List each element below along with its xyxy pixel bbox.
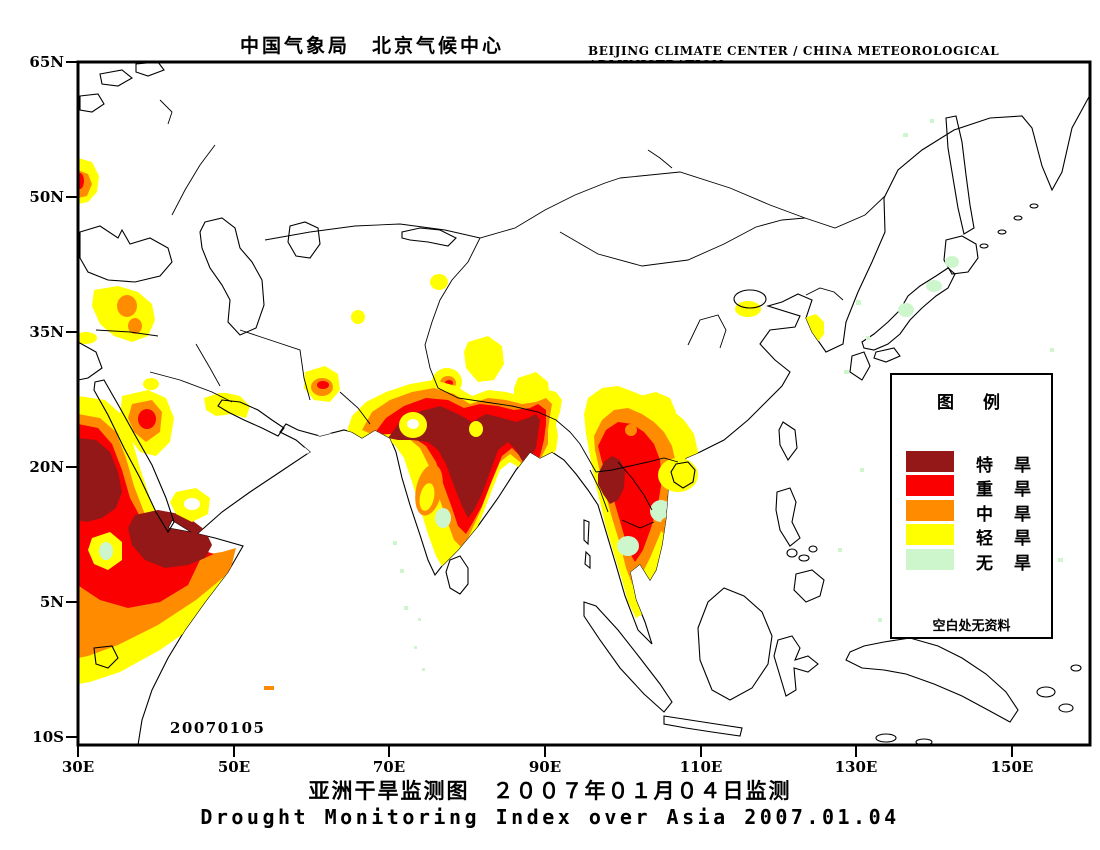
lat-label-65n: 65N: [29, 53, 64, 71]
legend-item-label: 中 旱: [976, 505, 1033, 525]
kuril-islands: [979, 243, 989, 249]
honshu: [861, 267, 956, 351]
islands: [445, 115, 1082, 745]
sulawesi: [773, 635, 819, 697]
latitude-ticks: [66, 61, 77, 738]
aral-sea: [287, 221, 321, 259]
lake-balkhash: [401, 227, 457, 247]
legend-item-severe: 重 旱: [892, 475, 1051, 500]
hainan-drought-ring: [658, 458, 698, 492]
legend-no-data-note: 空白处无资料: [932, 619, 1011, 634]
legend-item-label: 轻 旱: [976, 529, 1033, 549]
andaman-islands: [583, 519, 590, 546]
map-canvas: 20070105: [78, 62, 1090, 745]
legend-item-none: 无 旱: [892, 549, 1051, 574]
java: [663, 715, 743, 737]
taiwan: [778, 421, 798, 462]
lake-onega: [99, 69, 133, 87]
bohai-sea: [733, 289, 767, 309]
luzon: [775, 487, 801, 547]
red-sea: [93, 379, 175, 534]
sri-lanka: [445, 555, 469, 595]
sumatra: [583, 601, 673, 713]
hainan-island: [670, 461, 696, 489]
legend-title: 图 例: [937, 393, 1006, 413]
legend-item-label: 特 旱: [976, 456, 1033, 476]
footer-title-english: Drought Monitoring Index over Asia 2007.…: [200, 805, 900, 829]
lat-label-20n: 20N: [29, 458, 64, 476]
map-frame: [76, 60, 1092, 747]
shikoku: [873, 347, 901, 363]
lon-label-50e: 50E: [218, 758, 250, 776]
caspian-sea: [199, 217, 265, 336]
lat-label-50n: 50N: [29, 188, 64, 206]
sakhalin: [945, 115, 975, 235]
mediterranean-corner: [78, 341, 103, 381]
lat-label-10s: 10S: [32, 728, 64, 746]
lat-label-5n: 5N: [40, 593, 64, 611]
light-drought-swatch: [906, 524, 954, 545]
kyushu: [849, 351, 871, 381]
no-drought-swatch: [906, 549, 954, 570]
extreme-drought-swatch: [906, 451, 954, 472]
lake-ladoga: [79, 93, 105, 113]
bohai-drought-arc: [735, 301, 761, 317]
ocean-orange-speck: [264, 686, 274, 690]
persian-gulf: [217, 399, 285, 437]
severe-drought-swatch: [906, 475, 954, 496]
lon-label-70e: 70E: [373, 758, 405, 776]
map-date-stamp: 20070105: [170, 719, 266, 737]
lon-label-110e: 110E: [680, 758, 723, 776]
header-title-chinese: 中国气象局 北京气候中心: [240, 35, 505, 57]
lake-victoria: [93, 645, 119, 669]
country-borders: [95, 99, 886, 529]
black-sea: [79, 225, 173, 283]
eurasia-africa-landmass: [78, 62, 1090, 745]
legend-item-light: 轻 旱: [892, 524, 1051, 549]
lon-label-30e: 30E: [62, 758, 94, 776]
lat-label-35n: 35N: [29, 323, 64, 341]
legend-item-label: 无 旱: [976, 554, 1033, 574]
legend-box: 图 例 特 旱 重 旱 中 旱 轻 旱 无 旱 空白处无资料: [890, 373, 1053, 639]
borneo: [697, 587, 773, 701]
nicobar-islands: [584, 550, 591, 570]
legend-item-extreme: 特 旱: [892, 451, 1051, 476]
longitude-ticks: [77, 746, 1013, 757]
footer-title-chinese: 亚洲干旱监测图 ２００７年０１月０４日监测: [308, 779, 792, 803]
legend-item-label: 重 旱: [976, 480, 1033, 500]
legend-item-moderate: 中 旱: [892, 500, 1051, 525]
lon-label-90e: 90E: [529, 758, 561, 776]
moderate-drought-swatch: [906, 500, 954, 521]
mindanao: [793, 569, 825, 603]
lon-label-150e: 150E: [991, 758, 1034, 776]
lon-label-130e: 130E: [835, 758, 878, 776]
